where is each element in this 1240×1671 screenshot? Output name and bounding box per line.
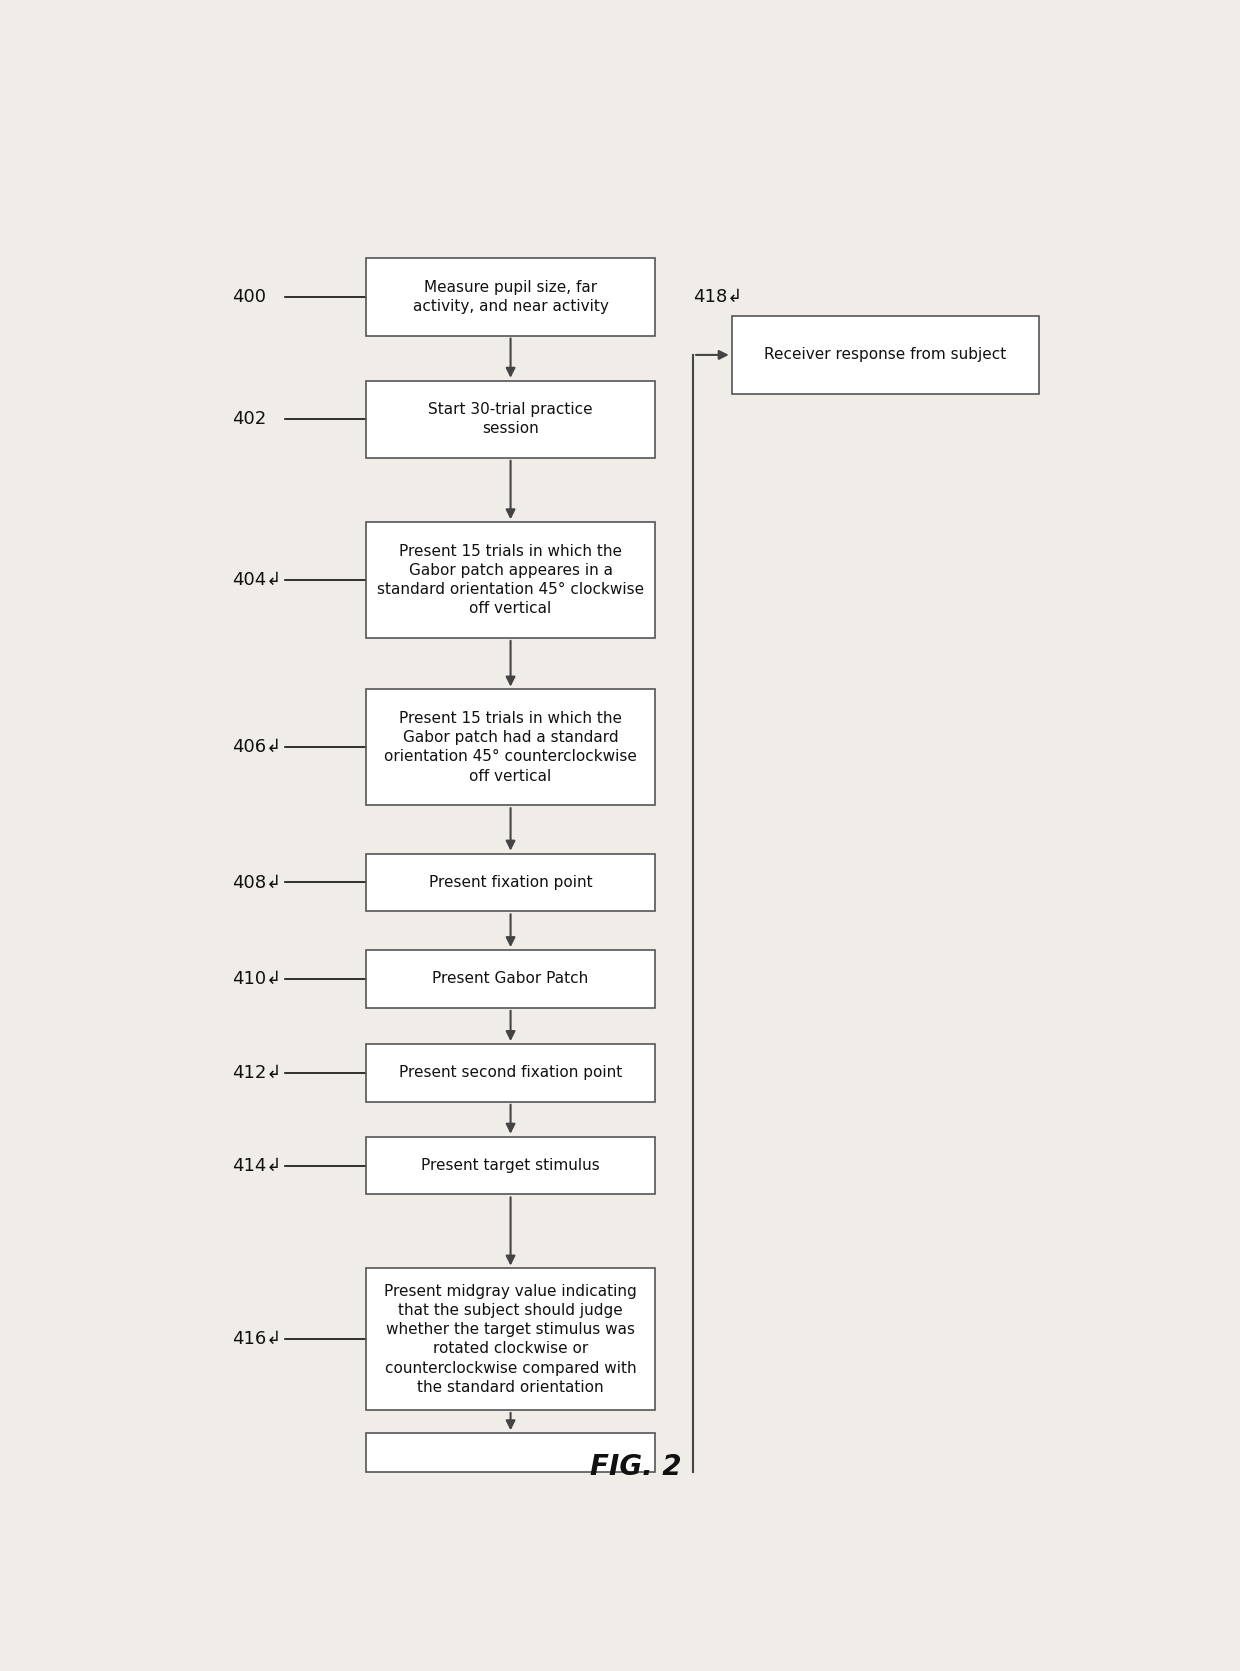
- FancyBboxPatch shape: [367, 854, 655, 911]
- Text: 410↲: 410↲: [232, 969, 281, 988]
- Text: Present second fixation point: Present second fixation point: [399, 1066, 622, 1081]
- Text: Start 30-trial practice
session: Start 30-trial practice session: [428, 403, 593, 436]
- FancyBboxPatch shape: [367, 690, 655, 805]
- Text: 412↲: 412↲: [232, 1064, 281, 1081]
- Text: Present fixation point: Present fixation point: [429, 876, 593, 891]
- Text: Present midgray value indicating
that the subject should judge
whether the targe: Present midgray value indicating that th…: [384, 1283, 637, 1395]
- FancyBboxPatch shape: [367, 1434, 655, 1472]
- Text: 418↲: 418↲: [693, 287, 743, 306]
- Text: 400: 400: [232, 287, 265, 306]
- FancyBboxPatch shape: [367, 1268, 655, 1410]
- FancyBboxPatch shape: [367, 259, 655, 336]
- Text: 404↲: 404↲: [232, 571, 281, 590]
- Text: FIG. 2: FIG. 2: [590, 1452, 681, 1481]
- Text: 416↲: 416↲: [232, 1330, 281, 1348]
- FancyBboxPatch shape: [367, 521, 655, 638]
- Text: Present target stimulus: Present target stimulus: [422, 1158, 600, 1173]
- Text: 406↲: 406↲: [232, 739, 281, 757]
- Text: Present 15 trials in which the
Gabor patch had a standard
orientation 45° counte: Present 15 trials in which the Gabor pat…: [384, 712, 637, 784]
- Text: Measure pupil size, far
activity, and near activity: Measure pupil size, far activity, and ne…: [413, 281, 609, 314]
- FancyBboxPatch shape: [367, 951, 655, 1008]
- Text: Present 15 trials in which the
Gabor patch appeares in a
standard orientation 45: Present 15 trials in which the Gabor pat…: [377, 543, 644, 617]
- FancyBboxPatch shape: [367, 1136, 655, 1195]
- FancyBboxPatch shape: [732, 316, 1039, 394]
- FancyBboxPatch shape: [367, 381, 655, 458]
- Text: 408↲: 408↲: [232, 874, 281, 891]
- Text: Present Gabor Patch: Present Gabor Patch: [433, 971, 589, 986]
- Text: 414↲: 414↲: [232, 1156, 281, 1175]
- FancyBboxPatch shape: [367, 1044, 655, 1101]
- Text: Receiver response from subject: Receiver response from subject: [764, 348, 1007, 363]
- Text: 402: 402: [232, 411, 267, 428]
